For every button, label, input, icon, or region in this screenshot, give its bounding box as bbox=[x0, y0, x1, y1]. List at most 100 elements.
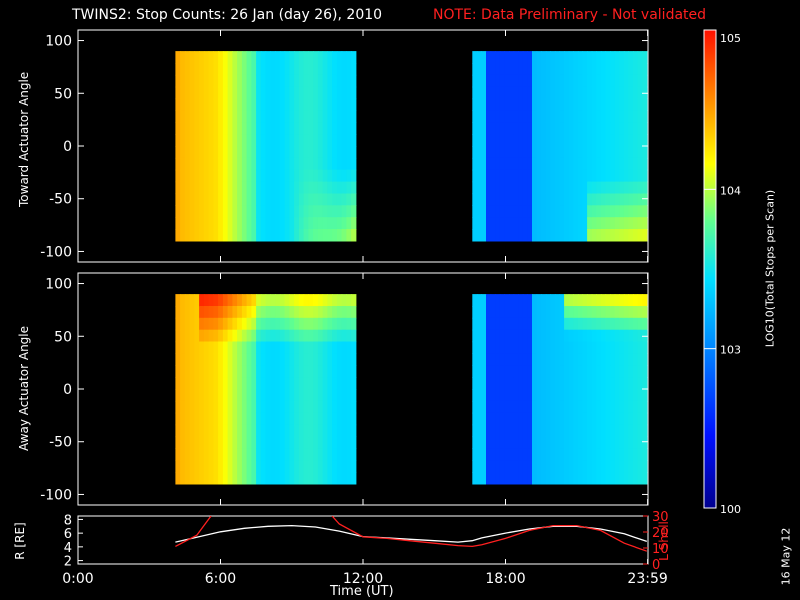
heatmap-cell bbox=[610, 424, 616, 438]
heatmap-cell bbox=[184, 217, 191, 230]
heatmap-cell bbox=[184, 460, 191, 473]
heatmap-cell bbox=[596, 412, 602, 426]
heatmap-cell bbox=[587, 400, 593, 414]
heatmap-cell bbox=[184, 86, 191, 100]
heatmap-cell bbox=[227, 51, 233, 64]
heatmap-cell bbox=[260, 86, 267, 100]
heatmap-cell bbox=[208, 400, 214, 414]
heatmap-cell bbox=[550, 205, 556, 218]
heatmap-cell bbox=[199, 460, 205, 473]
heatmap-cell bbox=[490, 472, 496, 485]
heatmap-cell bbox=[336, 110, 343, 123]
heatmap-cell bbox=[536, 365, 542, 378]
heatmap-cell bbox=[317, 51, 324, 64]
heatmap-cell bbox=[175, 74, 181, 88]
heatmap-cell bbox=[189, 51, 195, 64]
heatmap-cell bbox=[213, 436, 219, 449]
heatmap-cell bbox=[532, 110, 538, 123]
heatmap-cell bbox=[256, 294, 262, 307]
heatmap-cell bbox=[623, 146, 629, 159]
heatmap-cell bbox=[573, 365, 579, 378]
heatmap-cell bbox=[246, 98, 252, 111]
heatmap-cell bbox=[199, 377, 205, 390]
heatmap-cell bbox=[227, 341, 233, 354]
heatmap-cell bbox=[577, 317, 584, 331]
heatmap-cell bbox=[289, 229, 295, 242]
heatmap-cell bbox=[513, 329, 519, 343]
heatmap-cell bbox=[218, 134, 224, 147]
heatmap-cell bbox=[559, 134, 565, 147]
heatmap-cell bbox=[509, 217, 515, 230]
heatmap-cell bbox=[303, 51, 309, 64]
heatmap-cell bbox=[175, 329, 181, 343]
heatmap-cell bbox=[637, 389, 643, 402]
heatmap-cell bbox=[294, 341, 300, 354]
heatmap-cell bbox=[251, 424, 257, 438]
heatmap-cell bbox=[322, 317, 328, 331]
heatmap-cell bbox=[582, 193, 588, 206]
heatmap-cell bbox=[532, 353, 538, 366]
heatmap-cell bbox=[610, 217, 616, 230]
heatmap-cell bbox=[279, 205, 286, 218]
heatmap-cell bbox=[605, 181, 611, 195]
heatmap-cell bbox=[476, 365, 482, 378]
heatmap-cell bbox=[554, 74, 561, 88]
heatmap-cell bbox=[251, 294, 257, 307]
heatmap-cell bbox=[180, 63, 186, 76]
heatmap-cell bbox=[227, 353, 233, 366]
heatmap-cell bbox=[256, 317, 262, 331]
heatmap-cell bbox=[504, 63, 510, 76]
heatmap-cell bbox=[189, 169, 195, 183]
heatmap-cell bbox=[251, 98, 257, 111]
heatmap-cell bbox=[628, 341, 634, 354]
heatmap-cell bbox=[573, 63, 579, 76]
heatmap-cell bbox=[605, 122, 611, 135]
y-tick-label: 50 bbox=[54, 329, 72, 345]
heatmap-cell bbox=[619, 74, 625, 88]
heatmap-cell bbox=[481, 400, 487, 414]
heatmap-cell bbox=[189, 193, 195, 206]
heatmap-cell bbox=[184, 400, 191, 414]
heatmap-cell bbox=[476, 134, 482, 147]
heatmap-cell bbox=[568, 317, 574, 331]
heatmap-cell bbox=[545, 205, 551, 218]
heatmap-cell bbox=[610, 74, 616, 88]
heatmap-cell bbox=[194, 460, 200, 473]
heatmap-cell bbox=[582, 98, 588, 111]
heatmap-cell bbox=[623, 412, 629, 426]
heatmap-cell bbox=[298, 294, 305, 307]
heatmap-cell bbox=[614, 294, 620, 307]
heatmap-cell bbox=[554, 157, 561, 171]
heatmap-cell bbox=[536, 377, 542, 390]
heatmap-cell bbox=[619, 63, 625, 76]
heatmap-cell bbox=[472, 448, 478, 461]
heatmap-cell bbox=[633, 365, 639, 378]
heatmap-cell bbox=[270, 134, 276, 147]
heatmap-cell bbox=[577, 146, 584, 159]
heatmap-cell bbox=[559, 157, 565, 171]
heatmap-cell bbox=[322, 205, 328, 218]
heatmap-cell bbox=[577, 217, 584, 230]
heatmap-cell bbox=[614, 169, 620, 183]
heatmap-cell bbox=[298, 110, 305, 123]
heatmap-cell bbox=[591, 217, 597, 230]
heatmap-cell bbox=[522, 86, 528, 100]
heatmap-cell bbox=[633, 181, 639, 195]
heatmap-cell bbox=[596, 86, 602, 100]
heatmap-cell bbox=[332, 217, 338, 230]
heatmap-cell bbox=[218, 193, 224, 206]
heatmap-cell bbox=[600, 317, 607, 331]
heatmap-cell bbox=[541, 448, 547, 461]
y-tick-label-right: 20 bbox=[652, 526, 669, 541]
heatmap-cell bbox=[218, 294, 224, 307]
heatmap-cell bbox=[623, 448, 629, 461]
heatmap-cell bbox=[237, 460, 243, 473]
heatmap-cell bbox=[289, 134, 295, 147]
heatmap-cell bbox=[518, 412, 524, 426]
heatmap-cell bbox=[582, 365, 588, 378]
heatmap-cell bbox=[633, 157, 639, 171]
heatmap-cell bbox=[232, 294, 238, 307]
heatmap-cell bbox=[559, 365, 565, 378]
heatmap-cell bbox=[605, 306, 611, 319]
heatmap-cell bbox=[568, 98, 574, 111]
